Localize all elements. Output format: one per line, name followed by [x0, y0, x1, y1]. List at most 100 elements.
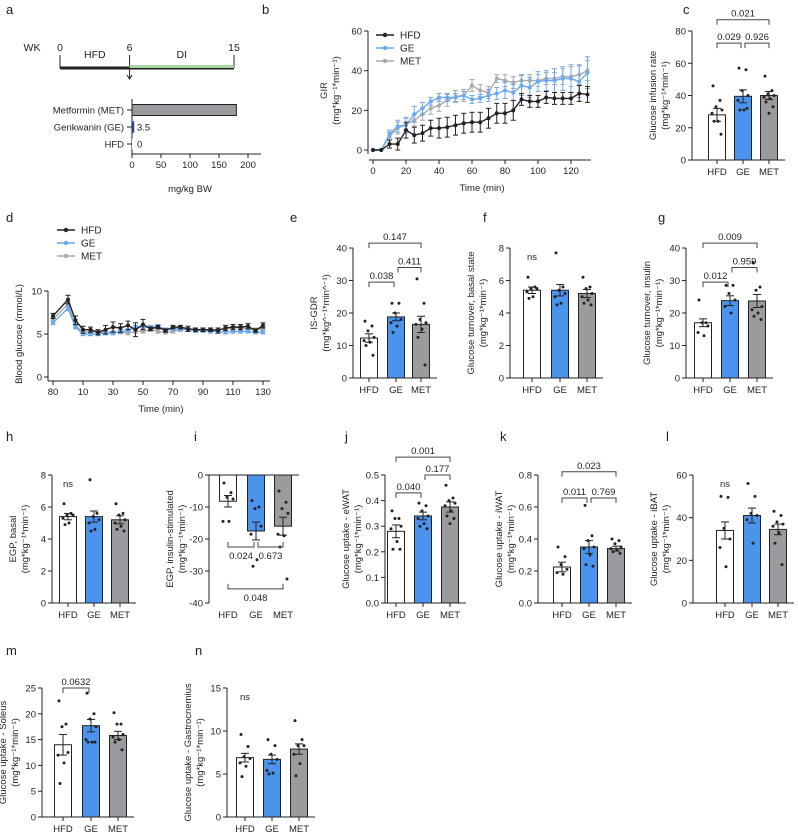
x-category-label: GE	[265, 824, 279, 835]
data-point	[420, 327, 424, 331]
panel-label-g: g	[658, 210, 665, 225]
p-value-label: 0.009	[718, 232, 742, 243]
y-tick-label: 0.1	[366, 573, 379, 584]
data-point	[229, 491, 233, 495]
y-tick-label: 5	[37, 330, 42, 341]
data-point	[244, 764, 248, 768]
x-tick-label: 100	[530, 166, 546, 177]
data-point	[745, 518, 749, 522]
data-point	[746, 94, 750, 97]
x-category-label: GE	[84, 824, 98, 835]
y-tick-label: 6	[499, 276, 504, 287]
data-point	[416, 517, 420, 521]
data-point	[294, 774, 298, 778]
bar-MET	[760, 95, 778, 161]
x-category-label: MET	[273, 610, 293, 621]
y-tick-label: 0.8	[519, 471, 532, 482]
data-point	[390, 509, 394, 513]
data-point	[702, 334, 706, 338]
y-tick-label: 8	[499, 244, 504, 255]
significance-bracket	[716, 19, 770, 25]
data-point	[767, 111, 771, 115]
y-tick-label: 5	[216, 770, 221, 781]
dose-x-tick-label: 50	[156, 160, 167, 171]
data-point	[255, 558, 259, 562]
data-point	[611, 550, 615, 554]
data-point	[704, 321, 708, 325]
data-point	[526, 275, 530, 279]
data-point	[119, 722, 123, 726]
data-point	[113, 521, 117, 525]
x-category-label: MET	[759, 167, 779, 178]
data-point	[447, 499, 451, 503]
y-tick-label: 0.0	[366, 599, 379, 610]
y-tick-label: 0	[499, 374, 504, 385]
data-point	[426, 514, 430, 518]
data-point	[424, 321, 428, 325]
data-point	[724, 283, 728, 287]
data-point	[775, 520, 779, 524]
data-point	[227, 519, 231, 523]
p-value-label: 0.673	[259, 551, 283, 562]
y-tick-label: 0.5	[366, 471, 379, 482]
y-axis-label: (mg*kg⁻¹*min⁻¹)	[195, 718, 206, 787]
x-tick-label: 80	[500, 166, 511, 177]
data-point	[759, 318, 763, 321]
data-point	[121, 511, 125, 515]
data-point	[389, 527, 393, 531]
data-point	[395, 324, 399, 328]
x-category-label: HFD	[53, 824, 73, 835]
data-point	[711, 84, 715, 88]
data-point	[755, 514, 759, 518]
data-point	[556, 545, 560, 549]
y-axis-label: (mg*kg⁻¹*min⁻¹)	[177, 505, 188, 574]
data-point	[112, 711, 116, 715]
y-tick-label: 20	[25, 709, 36, 720]
p-value-label: 0.038	[370, 271, 394, 282]
significance-bracket	[590, 497, 617, 504]
data-point	[619, 545, 623, 549]
data-point	[85, 691, 89, 695]
data-point	[423, 363, 427, 367]
y-tick-label: 40	[351, 66, 362, 77]
y-axis-label: (mg*kg⁻¹*min⁻¹)	[331, 56, 342, 125]
data-point	[368, 340, 372, 344]
y-axis-label: (mg*kg⁻¹*min⁻¹)	[10, 718, 21, 787]
significance-bracket	[716, 42, 742, 49]
significance-bracket	[227, 583, 284, 590]
legend-label: GE	[400, 44, 415, 55]
data-point	[393, 517, 397, 521]
x-category-label: MET	[440, 610, 460, 621]
y-tick-label: 30	[336, 276, 347, 287]
data-point	[592, 545, 596, 549]
panel-label-c: c	[683, 2, 690, 17]
series-line	[52, 306, 263, 335]
y-tick-label: 40	[676, 513, 687, 524]
data-point	[710, 111, 714, 115]
y-tick-label: 10	[25, 761, 36, 772]
data-point	[726, 495, 730, 499]
timeline-phase-label: HFD	[84, 49, 106, 61]
data-point	[379, 148, 384, 152]
data-point	[284, 500, 288, 504]
data-point	[719, 494, 723, 498]
data-point	[240, 775, 244, 779]
data-point	[771, 105, 775, 109]
data-point	[581, 275, 585, 279]
data-point	[733, 298, 737, 302]
x-category-label: MET	[289, 824, 309, 835]
data-point	[613, 542, 617, 546]
x-category-label: HFD	[218, 610, 238, 621]
legend-label: HFD	[81, 226, 102, 237]
p-value-label: 0.926	[745, 32, 769, 43]
data-point	[722, 526, 726, 530]
data-point	[773, 541, 777, 545]
data-point	[222, 481, 226, 485]
data-point	[561, 572, 565, 576]
data-point	[389, 321, 393, 325]
y-axis-label: Glucose turnover, insulin	[642, 261, 653, 365]
x-category-label: HFD	[58, 610, 78, 621]
y-tick-label: 40	[336, 244, 347, 255]
data-point	[117, 738, 121, 742]
data-point	[300, 738, 304, 742]
